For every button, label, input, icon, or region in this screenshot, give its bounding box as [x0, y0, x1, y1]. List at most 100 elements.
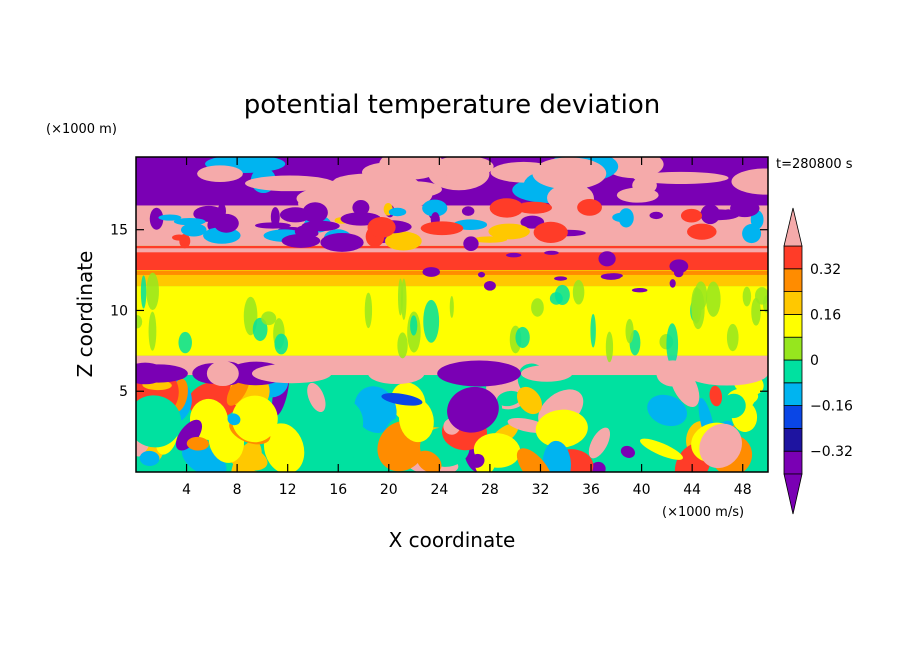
drop-blob [669, 259, 689, 274]
mixed-blob [461, 206, 475, 216]
drop-blob [483, 280, 496, 291]
mixed-blob [180, 223, 207, 237]
plot-frame [135, 156, 769, 473]
lower-blob [136, 395, 182, 448]
mixed-blob [320, 233, 364, 252]
drop-blob [631, 288, 648, 293]
lower-blob [516, 386, 542, 415]
lower-blob [186, 436, 209, 451]
colorbar-segment [783, 245, 803, 270]
x-tick-label: 20 [380, 482, 398, 498]
mid-streak [726, 323, 739, 352]
mixed-blob [420, 221, 464, 236]
mid-streak [706, 281, 721, 317]
x-tick-label: 8 [233, 482, 242, 498]
layer-stripe-1 [136, 257, 768, 262]
top-blob [632, 176, 657, 195]
colorbar-segment [783, 427, 803, 452]
lower-blob [307, 382, 326, 413]
mixed-blob [687, 223, 717, 240]
colorbar-label: 0.32 [810, 262, 841, 278]
mid-streak [666, 323, 679, 366]
layer-stripe-2 [136, 270, 768, 275]
colorbar-extend-top [783, 207, 803, 247]
cap-blob [368, 362, 425, 385]
lower-blob [535, 409, 588, 448]
y-axis: 5 10 15 [110, 223, 768, 400]
mixed-blob [388, 207, 407, 217]
lower-blob [469, 453, 485, 468]
lower-blob [620, 445, 636, 458]
drop-blob [544, 250, 559, 255]
mid-streak [554, 284, 570, 306]
mid-streak [401, 278, 407, 321]
top-blob [731, 168, 768, 195]
mixed-blob [696, 209, 740, 221]
colorbar-label: −0.16 [810, 399, 853, 415]
top-blob [532, 157, 607, 190]
drop-blob [506, 252, 522, 258]
lower-blob [590, 461, 606, 472]
mid-streak [531, 298, 544, 317]
mid-streak [572, 279, 585, 305]
mixed-blob [213, 213, 239, 233]
lower-blob [542, 440, 571, 472]
top-blob [387, 157, 414, 170]
mid-streak [410, 315, 418, 336]
drop-blob [422, 267, 440, 277]
cap-blob [656, 360, 690, 387]
top-blob [433, 157, 494, 178]
mid-streak [146, 272, 159, 311]
drop-blob [554, 276, 568, 281]
lower-blob [516, 448, 553, 472]
mid-streak [397, 332, 408, 359]
cap-blob [437, 360, 521, 387]
mixed-blob [172, 234, 187, 241]
top-blob [197, 165, 243, 183]
mid-streak [252, 317, 268, 342]
mixed-blob [577, 199, 602, 216]
mixed-blob [488, 223, 530, 240]
lower-blob [381, 393, 423, 406]
colorbar-segment [783, 450, 803, 475]
colorbar: 0.32 0.16 0 −0.16 −0.32 [783, 207, 853, 515]
mixed-blob [302, 202, 328, 223]
y-tick-label: 10 [110, 303, 128, 319]
lower-blob [324, 399, 364, 445]
x-tick-label: 32 [532, 482, 550, 498]
plot-area [136, 157, 768, 472]
mid-streak [140, 275, 147, 309]
mixed-blob [730, 199, 760, 218]
colorbar-segment [783, 313, 803, 338]
top-blob [245, 175, 335, 192]
y-units-label: (×1000 m) [46, 122, 117, 137]
mixed-blob [649, 211, 664, 220]
mid-streak [751, 297, 761, 326]
mid-streak [178, 331, 192, 354]
colorbar-extend-bottom [783, 473, 803, 515]
mixed-blob [254, 222, 291, 229]
top-blob [633, 171, 729, 185]
lower-blob [647, 394, 688, 427]
cap-blob [521, 365, 573, 382]
mixed-blob [516, 201, 553, 214]
mixed-blob [367, 216, 396, 238]
mid-streak [136, 315, 143, 329]
cap-blob [136, 362, 166, 385]
colorbar-label: 0.16 [810, 307, 841, 323]
layer-stripe-3 [136, 278, 768, 283]
x-tick-label: 16 [329, 482, 347, 498]
lower-blob [227, 413, 241, 426]
x-tick-label: 4 [182, 482, 191, 498]
mixed-blob [270, 207, 280, 227]
mixed-blob [533, 221, 568, 243]
mid-streak [742, 286, 752, 307]
lower-blob [640, 438, 683, 460]
x-axis-label: X coordinate [389, 528, 516, 552]
top-blob [603, 157, 664, 179]
cap-blob [206, 360, 239, 387]
cap-blob [251, 363, 332, 384]
drop-blob [477, 271, 486, 278]
lower-blob [231, 395, 278, 443]
mid-streak [364, 292, 373, 329]
